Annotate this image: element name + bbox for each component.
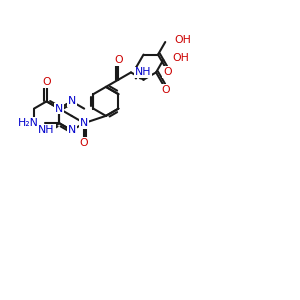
Text: OH: OH [175,35,191,45]
Text: O: O [114,55,123,65]
Text: O: O [163,67,172,77]
Text: NH: NH [38,125,55,135]
Text: N: N [68,125,76,135]
Text: O: O [80,138,88,148]
Text: NH: NH [135,68,152,77]
Text: H₂N: H₂N [17,118,38,128]
Text: OH: OH [172,53,190,63]
Text: N: N [80,118,88,128]
Text: N: N [55,103,63,114]
Text: N: N [68,96,76,106]
Text: O: O [161,85,170,95]
Text: O: O [42,77,51,87]
